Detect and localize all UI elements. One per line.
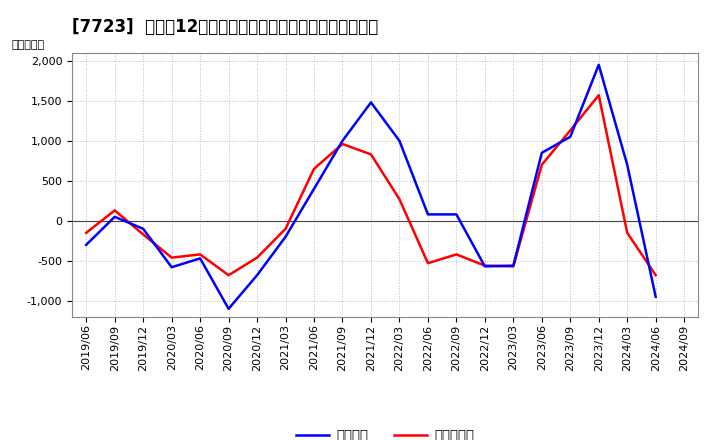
経常利益 (338, 138, 347, 143)
当期純利益 (253, 255, 261, 260)
経常利益 (480, 264, 489, 269)
当期純利益 (452, 252, 461, 257)
経常利益 (282, 234, 290, 239)
当期純利益 (537, 162, 546, 168)
当期純利益 (366, 152, 375, 157)
Text: [7723]  利益だ12か月移動合計の対前年同期増減額の推移: [7723] 利益だ12か月移動合計の対前年同期増減額の推移 (72, 18, 378, 36)
当期純利益 (595, 92, 603, 98)
経常利益 (652, 294, 660, 300)
当期純利益 (652, 272, 660, 278)
Legend: 経常利益, 当期純利益: 経常利益, 当期純利益 (291, 424, 480, 440)
当期純利益 (338, 141, 347, 147)
経常利益 (225, 306, 233, 312)
経常利益 (452, 212, 461, 217)
経常利益 (623, 162, 631, 168)
当期純利益 (110, 208, 119, 213)
当期純利益 (509, 264, 518, 269)
当期純利益 (623, 230, 631, 235)
経常利益 (110, 214, 119, 220)
当期純利益 (225, 272, 233, 278)
経常利益 (196, 256, 204, 261)
経常利益 (366, 100, 375, 105)
経常利益 (595, 62, 603, 67)
経常利益 (509, 263, 518, 268)
経常利益 (139, 226, 148, 231)
当期純利益 (167, 255, 176, 260)
Y-axis label: （百万円）: （百万円） (12, 40, 45, 50)
Line: 経常利益: 経常利益 (86, 65, 656, 309)
当期純利益 (423, 260, 432, 266)
当期純利益 (82, 230, 91, 235)
当期純利益 (310, 166, 318, 172)
経常利益 (82, 242, 91, 247)
当期純利益 (196, 252, 204, 257)
当期純利益 (395, 197, 404, 202)
Line: 当期純利益: 当期純利益 (86, 95, 656, 275)
経常利益 (537, 150, 546, 155)
経常利益 (395, 138, 404, 143)
経常利益 (566, 134, 575, 139)
経常利益 (423, 212, 432, 217)
当期純利益 (139, 232, 148, 237)
経常利益 (167, 264, 176, 270)
経常利益 (310, 186, 318, 191)
当期純利益 (566, 128, 575, 133)
経常利益 (253, 272, 261, 278)
当期純利益 (480, 263, 489, 268)
当期純利益 (282, 226, 290, 231)
